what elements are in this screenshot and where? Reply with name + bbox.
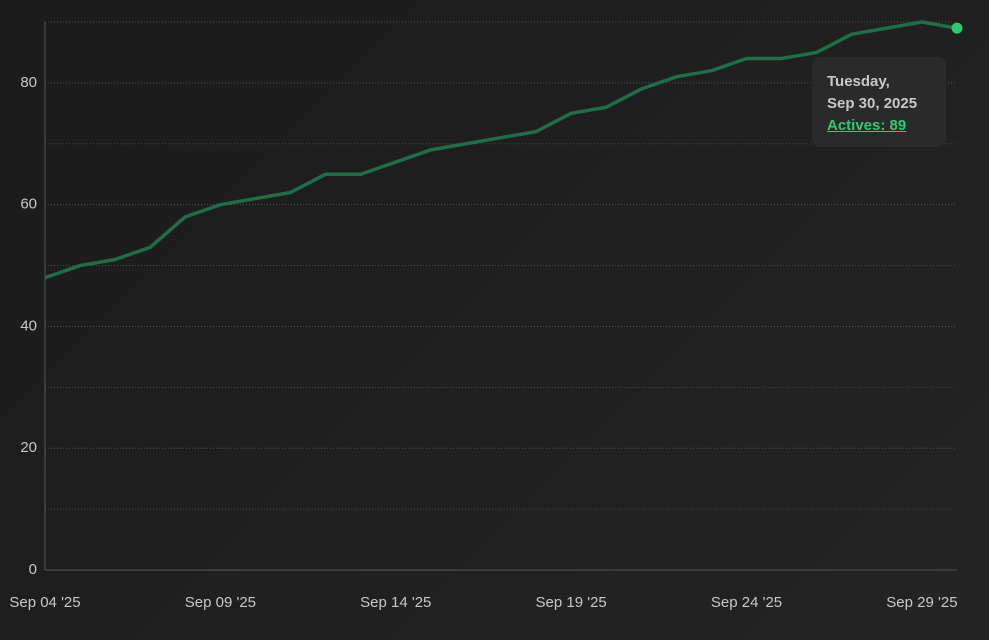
y-tick-label: 20 [20, 439, 37, 456]
tooltip-date: Sep 30, 2025 [827, 95, 918, 112]
highlight-point [951, 22, 963, 34]
x-tick-label: Sep 24 '25 [711, 594, 782, 611]
y-tick-label: 80 [20, 74, 37, 91]
tooltip-value: Actives: 89 [827, 117, 907, 134]
x-tick-label: Sep 14 '25 [360, 594, 431, 611]
y-tick-label: 0 [29, 561, 37, 578]
tooltip: Tuesday, Sep 30, 2025 Actives: 89 [812, 57, 946, 147]
x-tick-label: Sep 19 '25 [536, 594, 607, 611]
y-tick-label: 60 [20, 196, 37, 213]
x-tick-label: Sep 09 '25 [185, 594, 256, 611]
x-tick-label: Sep 04 '25 [9, 594, 80, 611]
tooltip-day: Tuesday, [827, 73, 890, 90]
y-tick-label: 40 [20, 317, 37, 334]
x-tick-label: Sep 29 '25 [886, 594, 957, 611]
line [44, 20, 958, 280]
